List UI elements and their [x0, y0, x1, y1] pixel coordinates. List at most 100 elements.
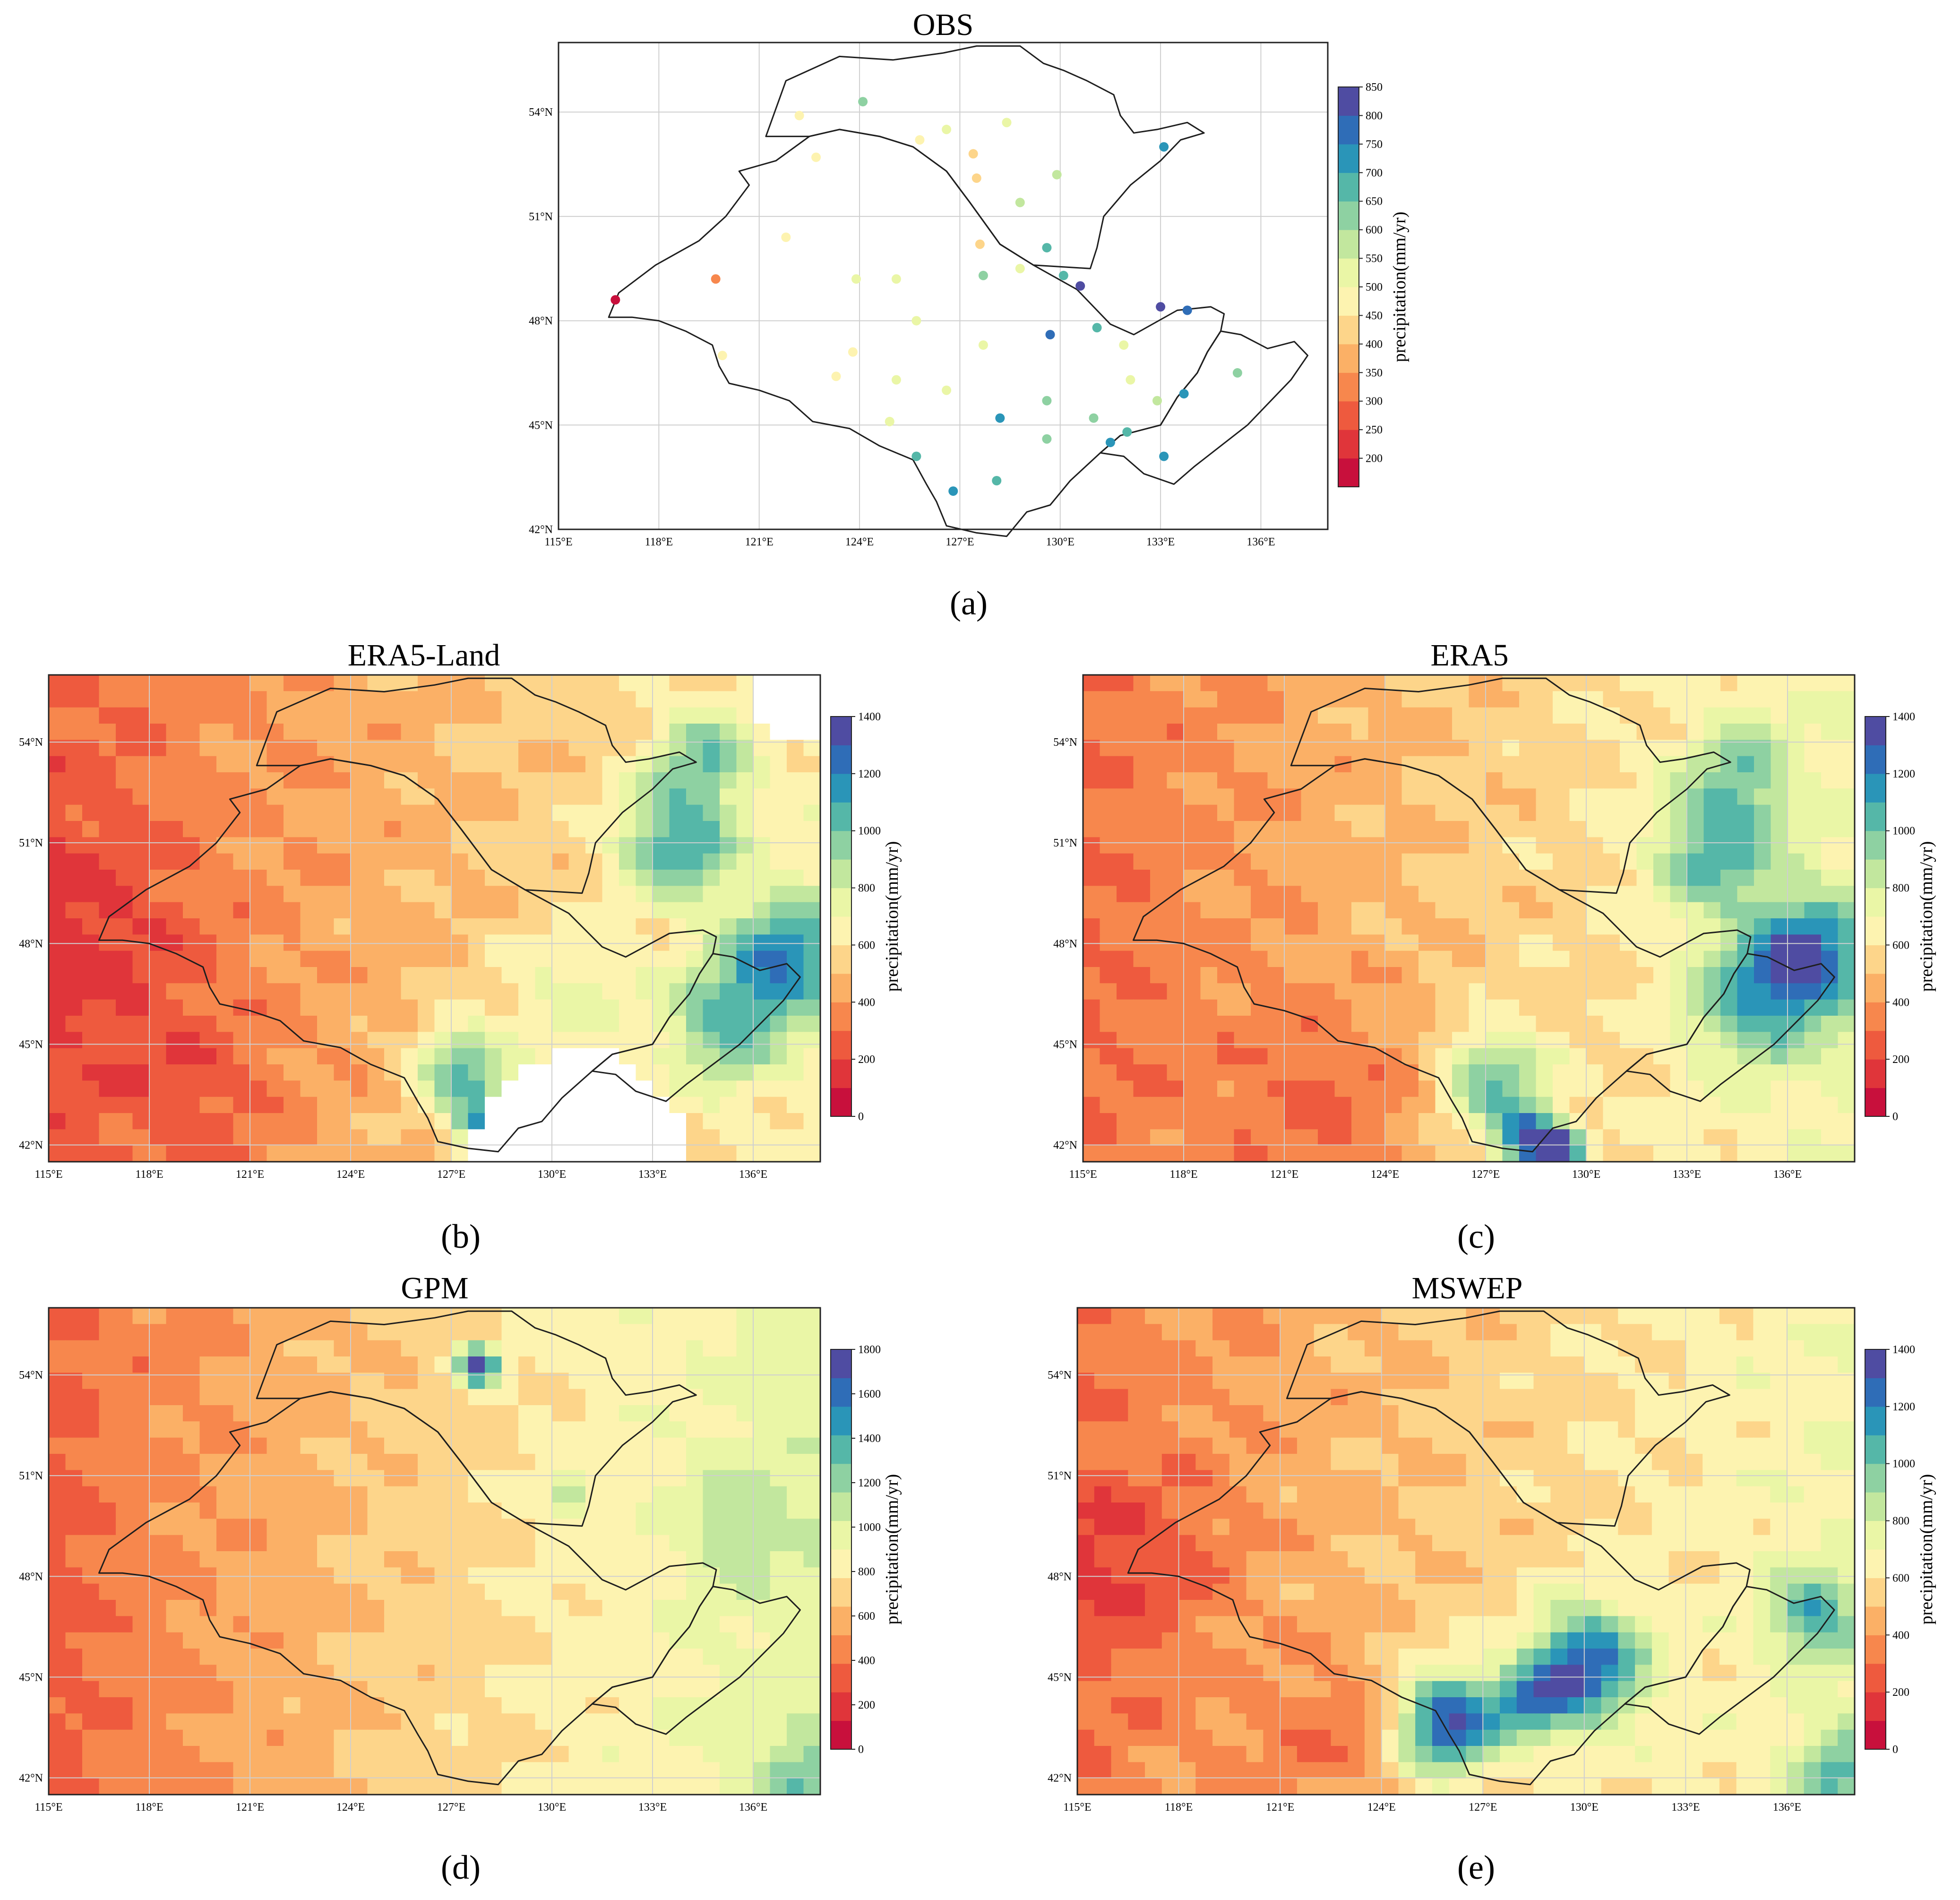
field-cell [233, 1665, 251, 1682]
field-cell [1178, 1308, 1196, 1325]
field-cell [485, 1324, 502, 1341]
field-cell [1603, 772, 1621, 789]
field-cell [787, 740, 804, 757]
field-cell [65, 1113, 83, 1130]
field-cell [367, 1746, 385, 1763]
field-cell [284, 1583, 301, 1601]
colorbar-tick-label: 800 [858, 1566, 875, 1578]
field-cell [636, 1778, 653, 1795]
field-cell [284, 837, 301, 854]
field-cell [49, 1340, 66, 1357]
station-point [1002, 118, 1012, 128]
field-cell [1117, 1129, 1134, 1146]
field-cell [1584, 1389, 1602, 1406]
field-cell [1212, 1356, 1230, 1373]
field-cell [1737, 934, 1755, 951]
field-cell [334, 1535, 352, 1552]
field-cell [1117, 1080, 1134, 1097]
field-cell [552, 1454, 569, 1471]
field-cell [434, 1340, 452, 1357]
field-cell [1331, 1405, 1349, 1422]
field-cell [1267, 756, 1285, 773]
field-cell [300, 1600, 318, 1617]
field-cell [753, 1583, 771, 1601]
field-cell [1351, 724, 1369, 741]
field-cell [116, 821, 133, 838]
field-cell [1195, 1470, 1213, 1487]
field-cell [300, 707, 318, 725]
field-cell [1111, 1324, 1129, 1341]
field-cell [1418, 724, 1436, 741]
field-cell [1452, 707, 1470, 725]
field-cell [367, 886, 385, 903]
field-cell [334, 1097, 352, 1114]
field-cell [384, 1454, 402, 1471]
field-cell [99, 1145, 117, 1162]
field-cell [1719, 1405, 1737, 1422]
field-cell [1500, 1324, 1517, 1341]
field-cell [1821, 1324, 1839, 1341]
field-cell [1838, 740, 1855, 757]
field-cell [334, 967, 352, 984]
field-cell [1469, 918, 1487, 935]
station-point [1232, 368, 1242, 378]
field-cell [1318, 724, 1335, 741]
field-cell [1519, 1032, 1537, 1049]
field-cell [1737, 1145, 1755, 1162]
field-cell [1314, 1437, 1332, 1455]
field-cell [1167, 1048, 1185, 1065]
field-cell [434, 886, 452, 903]
field-cell [1804, 1389, 1822, 1406]
field-cell [233, 1373, 251, 1390]
field-cell [1284, 1064, 1302, 1081]
field-cell [1452, 934, 1470, 951]
field-cell [1217, 772, 1235, 789]
field-cell [1737, 870, 1755, 887]
field-cell [753, 1356, 771, 1373]
field-cell [787, 1340, 804, 1357]
field-cell [1415, 1437, 1433, 1455]
field-cell [334, 1064, 352, 1081]
field-cell [233, 1324, 251, 1341]
field-cell [736, 1340, 754, 1357]
field-cell [1720, 1145, 1738, 1162]
field-cell [1234, 1113, 1252, 1130]
colorbar-tick-label: 800 [858, 882, 875, 895]
field-cell [166, 918, 184, 935]
field-cell [1267, 918, 1285, 935]
field-cell [585, 950, 603, 968]
field-cell [149, 1373, 167, 1390]
field-cell [703, 675, 721, 692]
field-cell [1284, 772, 1302, 789]
field-cell [1516, 1340, 1534, 1357]
field-cell [116, 1762, 133, 1779]
field-cell [803, 983, 820, 1000]
field-cell [1670, 870, 1688, 887]
field-cell [1603, 1145, 1621, 1162]
field-cell [233, 1016, 251, 1033]
field-cell [300, 1324, 318, 1341]
field-cell [1418, 853, 1436, 871]
field-cell [434, 1519, 452, 1536]
station-point [992, 476, 1002, 485]
field-cell [1234, 1064, 1252, 1081]
field-cell [300, 1373, 318, 1390]
field-cell [1117, 870, 1134, 887]
field-cell [787, 1080, 804, 1097]
field-cell [568, 918, 586, 935]
field-cell [149, 1405, 167, 1422]
field-cell [367, 1097, 385, 1114]
field-cell [585, 707, 603, 725]
field-cell [1502, 788, 1520, 805]
field-cell [787, 1503, 804, 1520]
field-cell [250, 1486, 267, 1503]
field-cell [1502, 675, 1520, 692]
field-cell [1703, 804, 1721, 822]
field-cell [132, 1064, 150, 1081]
field-cell [1620, 1113, 1637, 1130]
field-cell [1368, 707, 1386, 725]
field-cell [1251, 675, 1268, 692]
field-cell [703, 1632, 721, 1650]
field-cell [1536, 1048, 1554, 1065]
field-cell [1720, 1129, 1738, 1146]
